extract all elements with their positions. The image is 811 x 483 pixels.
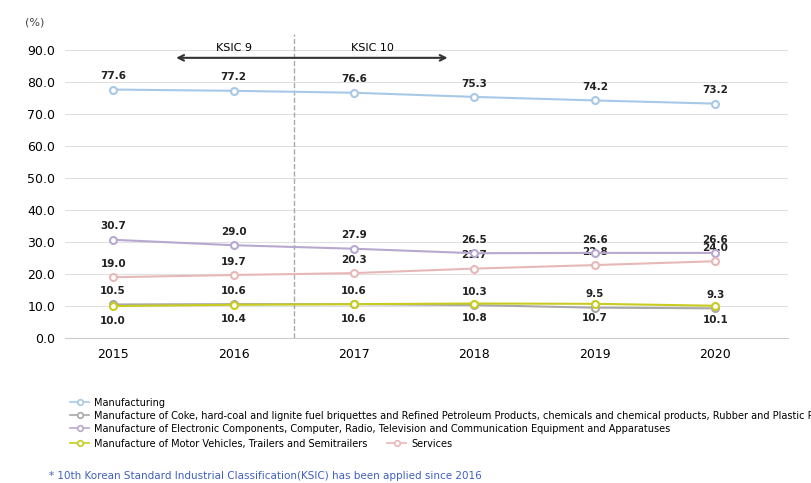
Text: 9.3: 9.3	[706, 290, 723, 300]
Text: 26.6: 26.6	[702, 235, 727, 244]
Text: 10.1: 10.1	[702, 315, 727, 325]
Text: (%): (%)	[25, 18, 45, 28]
Text: 10.4: 10.4	[221, 314, 247, 324]
Text: 10.3: 10.3	[461, 287, 487, 297]
Text: 24.0: 24.0	[702, 243, 727, 253]
Text: 10.0: 10.0	[100, 315, 126, 326]
Text: 77.6: 77.6	[100, 71, 126, 81]
Legend: Manufacture of Motor Vehicles, Trailers and Semitrailers, Services: Manufacture of Motor Vehicles, Trailers …	[70, 439, 452, 449]
Text: 76.6: 76.6	[341, 74, 367, 85]
Text: 19.0: 19.0	[101, 259, 126, 269]
Text: 30.7: 30.7	[100, 221, 126, 231]
Text: KSIC 9: KSIC 9	[215, 43, 251, 53]
Text: 27.9: 27.9	[341, 230, 367, 241]
Text: 74.2: 74.2	[581, 82, 607, 92]
Text: 29.0: 29.0	[221, 227, 246, 237]
Text: 22.8: 22.8	[581, 247, 607, 257]
Text: 19.7: 19.7	[221, 256, 247, 267]
Text: 77.2: 77.2	[221, 72, 247, 83]
Text: 75.3: 75.3	[461, 79, 487, 88]
Text: 10.6: 10.6	[221, 286, 247, 296]
Text: KSIC 10: KSIC 10	[350, 43, 393, 53]
Text: 20.3: 20.3	[341, 255, 367, 265]
Text: 10.8: 10.8	[461, 313, 487, 323]
Text: 10.6: 10.6	[341, 313, 367, 324]
Text: 26.5: 26.5	[461, 235, 487, 245]
Text: 10.7: 10.7	[581, 313, 607, 323]
Text: 10.5: 10.5	[100, 286, 126, 296]
Text: * 10th Korean Standard Industrial Classification(KSIC) has been applied since 20: * 10th Korean Standard Industrial Classi…	[49, 470, 481, 481]
Text: 9.5: 9.5	[585, 289, 603, 299]
Text: 26.6: 26.6	[581, 235, 607, 244]
Text: 10.6: 10.6	[341, 286, 367, 296]
Text: 21.7: 21.7	[461, 250, 487, 260]
Text: 73.2: 73.2	[702, 85, 727, 95]
